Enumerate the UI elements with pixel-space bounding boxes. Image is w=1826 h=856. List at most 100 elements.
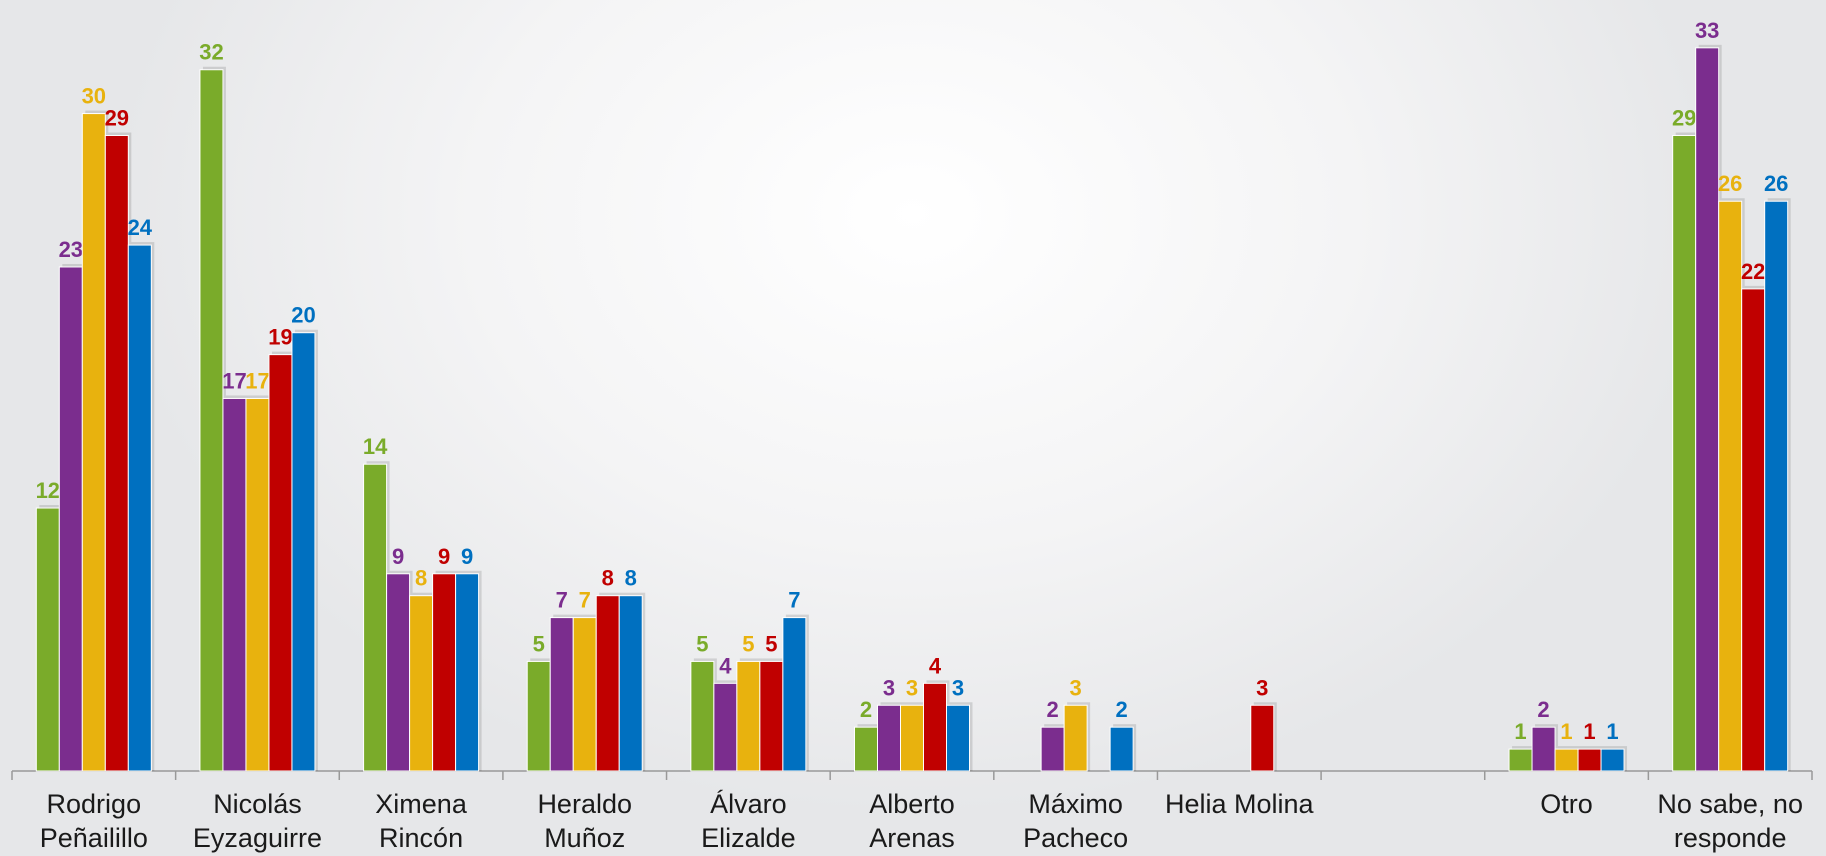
value-label: 29 [1672, 105, 1696, 130]
bar [1040, 726, 1065, 772]
bar [386, 573, 411, 772]
bar [736, 660, 761, 772]
value-label: 2 [1047, 697, 1059, 722]
x-tick-label: Heraldo Muñoz [537, 789, 632, 853]
bar [268, 354, 293, 772]
bar [923, 682, 947, 772]
x-tick-label: Helia Molina [1164, 789, 1314, 819]
value-label: 3 [1070, 675, 1082, 700]
value-label: 32 [199, 40, 223, 65]
x-tick-label: Rodrigo Peñailillo [39, 789, 148, 853]
value-label: 26 [1718, 171, 1742, 196]
value-label: 3 [906, 675, 918, 700]
x-tick-label: Álvaro Elizalde [701, 789, 796, 853]
bar [1718, 200, 1743, 772]
value-label: 19 [268, 325, 292, 350]
value-label: 3 [883, 675, 895, 700]
value-label: 22 [1741, 259, 1765, 284]
bar [1063, 704, 1088, 772]
value-label: 23 [59, 237, 83, 262]
bar [549, 617, 574, 772]
bar [455, 573, 480, 772]
bar [199, 69, 224, 772]
bar [1531, 726, 1556, 772]
bar [104, 134, 129, 772]
bar [432, 573, 457, 772]
value-label: 5 [765, 631, 777, 656]
value-label: 4 [719, 653, 732, 678]
value-label: 8 [415, 566, 427, 591]
bar [877, 704, 901, 772]
value-label: 9 [438, 544, 450, 569]
value-label: 5 [533, 631, 545, 656]
bar [1695, 47, 1720, 772]
bar [1600, 748, 1625, 772]
bar [1250, 704, 1275, 772]
value-label: 1 [1514, 719, 1526, 744]
bar [363, 463, 388, 772]
value-label: 2 [860, 697, 872, 722]
bar [1672, 134, 1697, 772]
bar [526, 660, 551, 772]
bar [595, 595, 620, 772]
x-tick-label: Otro [1540, 789, 1593, 819]
bar [409, 595, 434, 772]
bar [58, 266, 83, 772]
bar [245, 397, 270, 772]
value-label: 17 [245, 368, 269, 393]
bar [127, 244, 152, 772]
value-label: 7 [579, 588, 591, 613]
x-tick-label: Nicolás Eyzaguirre [192, 789, 322, 853]
value-label: 33 [1695, 18, 1719, 43]
bar [1109, 726, 1134, 772]
value-label: 20 [291, 303, 315, 328]
bar [782, 617, 807, 772]
value-label: 3 [952, 675, 964, 700]
value-label: 2 [1537, 697, 1549, 722]
bar [618, 595, 643, 772]
value-label: 9 [461, 544, 473, 569]
bar [690, 660, 715, 772]
value-label: 29 [105, 105, 129, 130]
bar [1508, 748, 1533, 772]
value-label: 7 [556, 588, 568, 613]
bar [222, 397, 247, 772]
value-label: 1 [1606, 719, 1618, 744]
x-tick-label: No sabe, no responde [1657, 789, 1803, 853]
value-label: 12 [36, 478, 60, 503]
value-label: 17 [222, 368, 246, 393]
value-label: 9 [392, 544, 404, 569]
bar [35, 507, 60, 772]
value-label: 4 [929, 653, 942, 678]
value-label: 30 [82, 84, 106, 109]
bar [291, 332, 316, 772]
value-label: 26 [1764, 171, 1788, 196]
x-tick-label: Alberto Arenas [869, 789, 955, 853]
x-tick-label: Ximena Rincón [375, 789, 467, 853]
bar [946, 704, 970, 772]
bar [1764, 200, 1789, 772]
value-label: 24 [128, 215, 153, 240]
bar [1577, 748, 1602, 772]
value-label: 5 [742, 631, 754, 656]
bar [1741, 288, 1766, 772]
value-label: 7 [788, 588, 800, 613]
value-label: 8 [602, 566, 614, 591]
bar [572, 617, 597, 772]
x-tick-label: Máximo Pacheco [1023, 789, 1129, 853]
bar [900, 704, 924, 772]
bar [854, 726, 878, 772]
bar [81, 113, 106, 772]
bar [1554, 748, 1579, 772]
value-label: 2 [1116, 697, 1128, 722]
value-label: 3 [1256, 675, 1268, 700]
value-label: 8 [625, 566, 637, 591]
bar [759, 660, 784, 772]
bar [713, 682, 738, 772]
value-label: 14 [363, 434, 388, 459]
value-label: 1 [1583, 719, 1595, 744]
value-label: 1 [1560, 719, 1572, 744]
value-label: 5 [696, 631, 708, 656]
